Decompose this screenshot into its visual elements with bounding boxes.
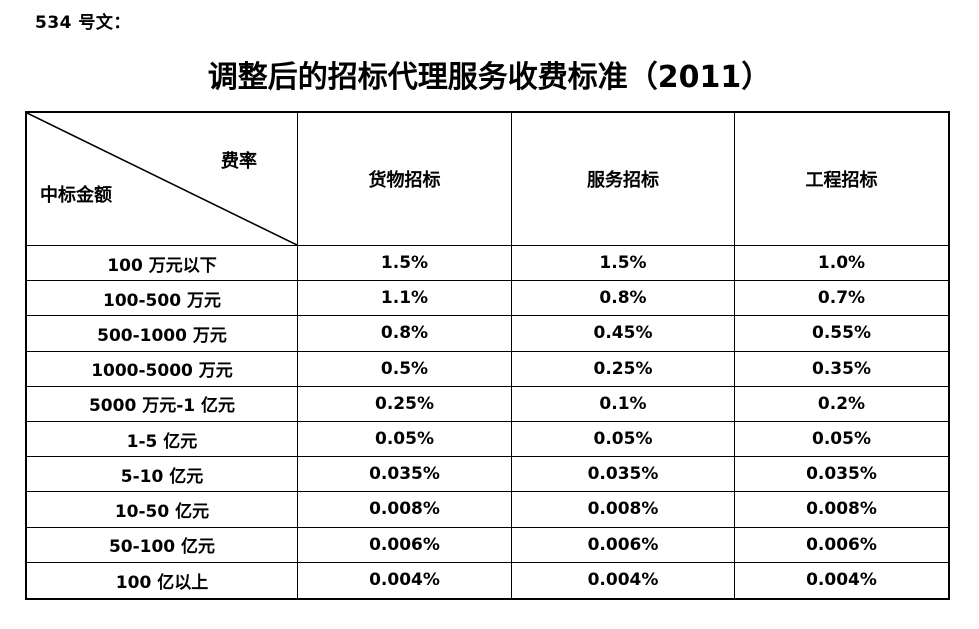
rate-cell: 0.7% bbox=[735, 281, 948, 317]
rate-cell: 0.006% bbox=[512, 527, 735, 563]
rate-cell: 1.0% bbox=[735, 246, 948, 282]
corner-label-rate: 费率 bbox=[221, 151, 257, 172]
rate-cell: 0.004% bbox=[298, 562, 512, 598]
column-header-goods: 货物招标 bbox=[298, 113, 512, 246]
column-header-service: 服务招标 bbox=[512, 113, 735, 246]
rate-cell: 0.05% bbox=[298, 422, 512, 458]
amount-cell: 5-10 亿元 bbox=[27, 457, 298, 493]
rate-cell: 0.004% bbox=[806, 570, 877, 591]
amount-cell: 10-50 亿元 bbox=[27, 492, 298, 528]
rate-cell: 1.5% bbox=[512, 246, 735, 282]
diagonal-divider-line bbox=[27, 113, 297, 245]
rate-cell: 1.5% bbox=[298, 246, 512, 282]
rate-cell: 0.5% bbox=[298, 351, 512, 387]
amount-cell: 5000 万元-1 亿元 bbox=[27, 386, 298, 422]
rate-cell: 0.008% bbox=[735, 492, 948, 528]
amount-cell: 1-5 亿元 bbox=[27, 422, 298, 458]
corner-header-cell: 费率 中标金额 bbox=[27, 113, 298, 246]
rate-cell: 0.35% bbox=[735, 352, 948, 387]
rate-cell: 0.035% bbox=[735, 457, 948, 493]
rate-cell: 0.1% bbox=[512, 386, 735, 422]
rate-cell: 0.035% bbox=[298, 457, 512, 493]
rate-cell: 0.004% bbox=[512, 562, 735, 598]
rate-cell: 0.25% bbox=[298, 386, 512, 422]
rate-cell: 0.8% bbox=[298, 316, 512, 352]
amount-cell: 1000-5000 万元 bbox=[27, 351, 298, 387]
rate-cell: 1.1% bbox=[298, 281, 512, 317]
rate-cell: 0.25% bbox=[512, 351, 735, 387]
rate-cell: 0.05% bbox=[735, 422, 948, 458]
rate-cell: 0.05% bbox=[512, 422, 735, 458]
rate-cell: 0.008% bbox=[298, 492, 512, 528]
amount-cell: 100 万元以下 bbox=[27, 246, 298, 282]
rate-cell: 0.006% bbox=[735, 528, 948, 563]
amount-cell: 50-100 亿元 bbox=[27, 527, 298, 563]
page-title: 调整后的招标代理服务收费标准（2011） bbox=[207, 60, 772, 95]
column-header-engineering: 工程招标 bbox=[735, 113, 948, 246]
corner-label-amount: 中标金额 bbox=[40, 185, 112, 206]
fee-rate-table: 费率 中标金额 货物招标 服务招标 工程招标 100 万元以下 1.5% 1.5… bbox=[25, 111, 950, 600]
rate-cell: 0.55% bbox=[735, 316, 948, 352]
doc-number-label: 534 号文： bbox=[35, 13, 131, 33]
rate-cell: 0.035% bbox=[512, 457, 735, 493]
rate-cell: 0.006% bbox=[298, 527, 512, 563]
rate-cell: 0.2% bbox=[735, 387, 948, 422]
rate-cell: 0.45% bbox=[512, 316, 735, 352]
rate-cell: 0.8% bbox=[512, 281, 735, 317]
amount-cell: 100-500 万元 bbox=[27, 281, 298, 317]
amount-cell: 100 亿以上 bbox=[27, 562, 298, 598]
rate-cell: 0.008% bbox=[512, 492, 735, 528]
amount-cell: 500-1000 万元 bbox=[27, 316, 298, 352]
